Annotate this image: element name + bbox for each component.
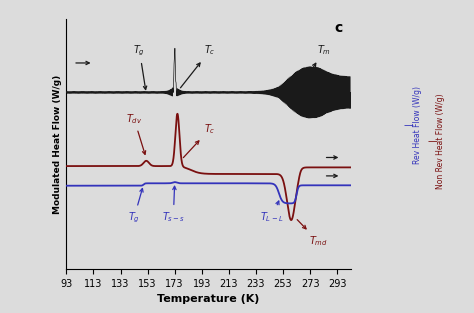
Text: c: c: [334, 21, 342, 35]
Text: $T_g$: $T_g$: [134, 44, 147, 90]
Text: —: —: [428, 136, 437, 146]
Text: $T_c$: $T_c$: [181, 43, 216, 88]
Text: $T_{s-s}$: $T_{s-s}$: [162, 186, 185, 224]
Text: $T_g$: $T_g$: [128, 188, 143, 225]
Y-axis label: Modulated Heat Flow (W/g): Modulated Heat Flow (W/g): [53, 74, 62, 213]
X-axis label: Temperature (K): Temperature (K): [157, 295, 260, 305]
Text: $T_c$: $T_c$: [183, 122, 216, 158]
Text: $T_{L-L}$: $T_{L-L}$: [261, 201, 284, 224]
Text: $T_{md}$: $T_{md}$: [297, 220, 328, 249]
Text: $T_m$: $T_m$: [301, 43, 331, 88]
Text: —: —: [404, 120, 413, 130]
Text: Non Rev Heat Flow (W/g): Non Rev Heat Flow (W/g): [437, 93, 445, 189]
Text: Rev Heat Flow (W/g): Rev Heat Flow (W/g): [413, 86, 421, 164]
Text: $T_{dv}$: $T_{dv}$: [126, 112, 146, 154]
